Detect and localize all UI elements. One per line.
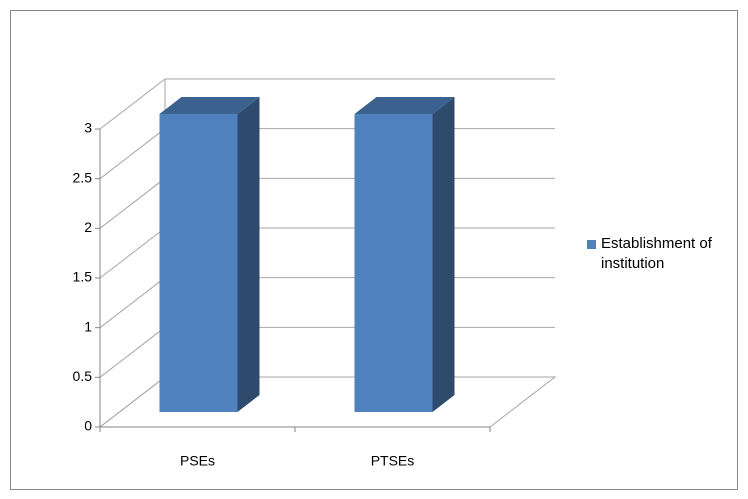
y-tick-label: 1.5: [73, 269, 93, 285]
y-tick-label: 0: [84, 418, 92, 434]
legend-swatch: [587, 240, 596, 249]
bar: [159, 97, 260, 412]
y-tick-label: 3: [84, 120, 92, 136]
bar-face: [432, 97, 455, 412]
bar-face: [159, 114, 238, 412]
bar-face: [237, 97, 260, 412]
grid-line-side: [99, 128, 166, 180]
y-tick-label: 0.5: [73, 368, 93, 384]
x-tick-label: PTSEs: [371, 453, 415, 469]
bar-face: [354, 114, 433, 412]
bar-face: [159, 97, 260, 114]
y-tick-label: 2: [84, 219, 92, 235]
y-tick-label: 2.5: [73, 169, 93, 185]
grid-line-side: [99, 277, 166, 329]
grid-line-side: [99, 376, 166, 428]
grid-line-side: [99, 227, 166, 279]
grid-line-side: [99, 326, 166, 378]
grid-line-side: [99, 78, 166, 130]
grid-line-side: [99, 177, 166, 229]
bar: [354, 97, 455, 412]
legend-label: Establishment of institution: [601, 235, 712, 272]
y-tick-label: 1: [84, 318, 92, 334]
legend: Establishment of institution: [582, 234, 732, 274]
x-tick-label: PSEs: [180, 453, 215, 469]
bar-face: [354, 97, 455, 114]
